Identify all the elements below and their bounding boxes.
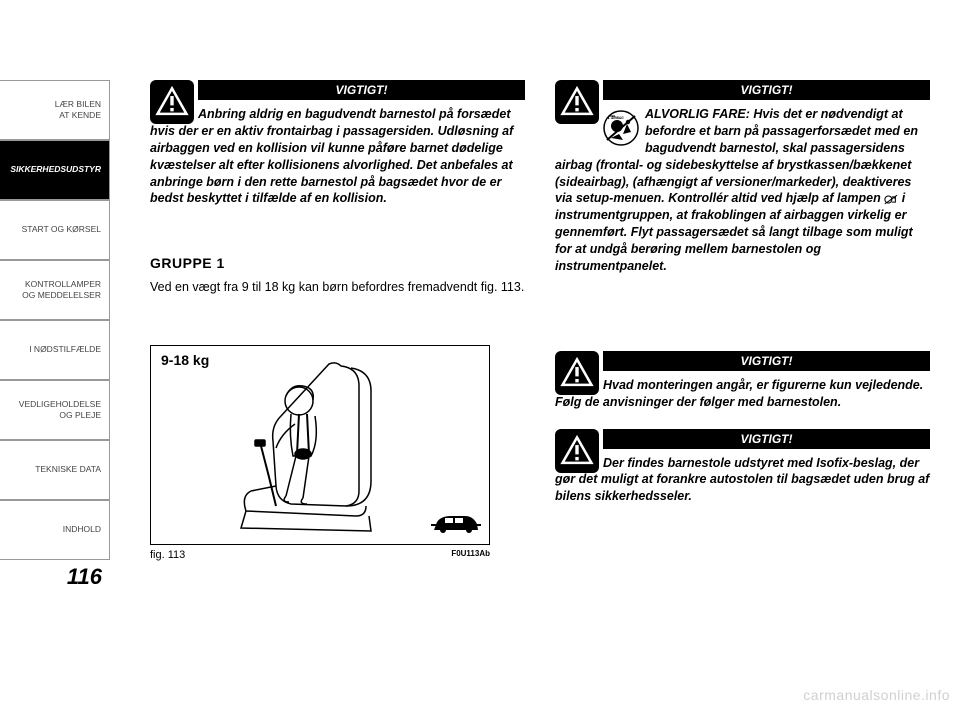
warning-body: AIRBAG ALVORLIG FARE: Hvis det er nødven… [555, 100, 930, 275]
warning-title: VIGTIGT! [603, 351, 930, 371]
warning-text: Der findes barnestole udstyret med Isofi… [555, 456, 929, 504]
warning-body: Der findes barnestole udstyret med Isofi… [555, 449, 930, 506]
page-content: VIGTIGT! Anbring aldrig en bagudvendt ba… [110, 0, 960, 709]
right-column: VIGTIGT! AIRBAG [555, 80, 930, 561]
child-seat-illustration [191, 356, 431, 536]
warning-title: VIGTIGT! [198, 80, 525, 100]
warning-box-1: VIGTIGT! Anbring aldrig en bagudvendt ba… [150, 80, 525, 207]
tab-laer-bilen[interactable]: LÆR BILEN AT KENDE [0, 80, 110, 140]
group-heading: GRUPPE 1 [150, 255, 525, 271]
tab-label: INDHOLD [63, 524, 101, 535]
warning-text: Anbring aldrig en bagudvendt barnestol p… [150, 107, 513, 205]
page: LÆR BILEN AT KENDE SIKKERHEDSUDSTYR STAR… [0, 0, 960, 709]
figure-113: 9-18 kg [150, 345, 490, 545]
tab-vedligeholdelse[interactable]: VEDLIGEHOLDELSE OG PLEJE [0, 380, 110, 440]
warning-triangle-icon [555, 429, 599, 473]
group-section: GRUPPE 1 Ved en vægt fra 9 til 18 kg kan… [150, 225, 525, 297]
airbag-pictogram-icon: AIRBAG [603, 110, 639, 151]
tab-sikkerhedsudstyr[interactable]: SIKKERHEDSUDSTYR [0, 140, 110, 200]
warning-box-3: VIGTIGT! Hvad monteringen angår, er figu… [555, 351, 930, 411]
page-number-box: 116 [0, 564, 110, 590]
tab-label: LÆR BILEN AT KENDE [55, 99, 101, 121]
warning-text-b: (sideairbag), (afhængigt af versioner/ma… [555, 175, 911, 206]
tab-nodstilfaelde[interactable]: I NØDSTILFÆLDE [0, 320, 110, 380]
page-number: 116 [67, 564, 102, 590]
tab-label: SIKKERHEDSUDSTYR [10, 164, 101, 175]
tab-tekniske-data[interactable]: TEKNISKE DATA [0, 440, 110, 500]
warning-triangle-icon [150, 80, 194, 124]
warning-title: VIGTIGT! [603, 80, 930, 100]
left-column: VIGTIGT! Anbring aldrig en bagudvendt ba… [150, 80, 525, 561]
tab-kontrollamper[interactable]: KONTROLLAMPER OG MEDDELELSER [0, 260, 110, 320]
warning-title: VIGTIGT! [603, 429, 930, 449]
figure-code: F0U113Ab [451, 549, 490, 561]
figure-wrapper: 9-18 kg [150, 315, 525, 561]
group-text: Ved en vægt fra 9 til 18 kg kan børn bef… [150, 279, 525, 297]
car-silhouette-icon [431, 512, 481, 536]
warning-box-2: VIGTIGT! AIRBAG [555, 80, 930, 275]
warning-body: Hvad monteringen angår, er figurerne kun… [555, 371, 930, 411]
tab-label: KONTROLLAMPER OG MEDDELELSER [22, 279, 101, 301]
tab-label: VEDLIGEHOLDELSE OG PLEJE [19, 399, 101, 421]
sidebar-nav: LÆR BILEN AT KENDE SIKKERHEDSUDSTYR STAR… [0, 0, 110, 709]
watermark: carmanualsonline.info [803, 687, 950, 703]
tab-start-korsel[interactable]: START OG KØRSEL [0, 200, 110, 260]
spacer [555, 293, 930, 333]
airbag-off-lamp-icon [884, 194, 898, 205]
figure-number: fig. 113 [150, 549, 185, 561]
warning-box-4: VIGTIGT! Der findes barnestole udstyret … [555, 429, 930, 506]
tab-label: TEKNISKE DATA [35, 464, 101, 475]
warning-body: Anbring aldrig en bagudvendt barnestol p… [150, 100, 525, 207]
warning-triangle-icon [555, 80, 599, 124]
tab-label: I NØDSTILFÆLDE [29, 344, 101, 355]
svg-text:AIRBAG: AIRBAG [610, 116, 624, 120]
tab-indhold[interactable]: INDHOLD [0, 500, 110, 560]
tab-label: START OG KØRSEL [22, 224, 101, 235]
warning-text: Hvad monteringen angår, er figurerne kun… [555, 378, 923, 409]
figure-caption: fig. 113 F0U113Ab [150, 549, 490, 561]
warning-triangle-icon [555, 351, 599, 395]
